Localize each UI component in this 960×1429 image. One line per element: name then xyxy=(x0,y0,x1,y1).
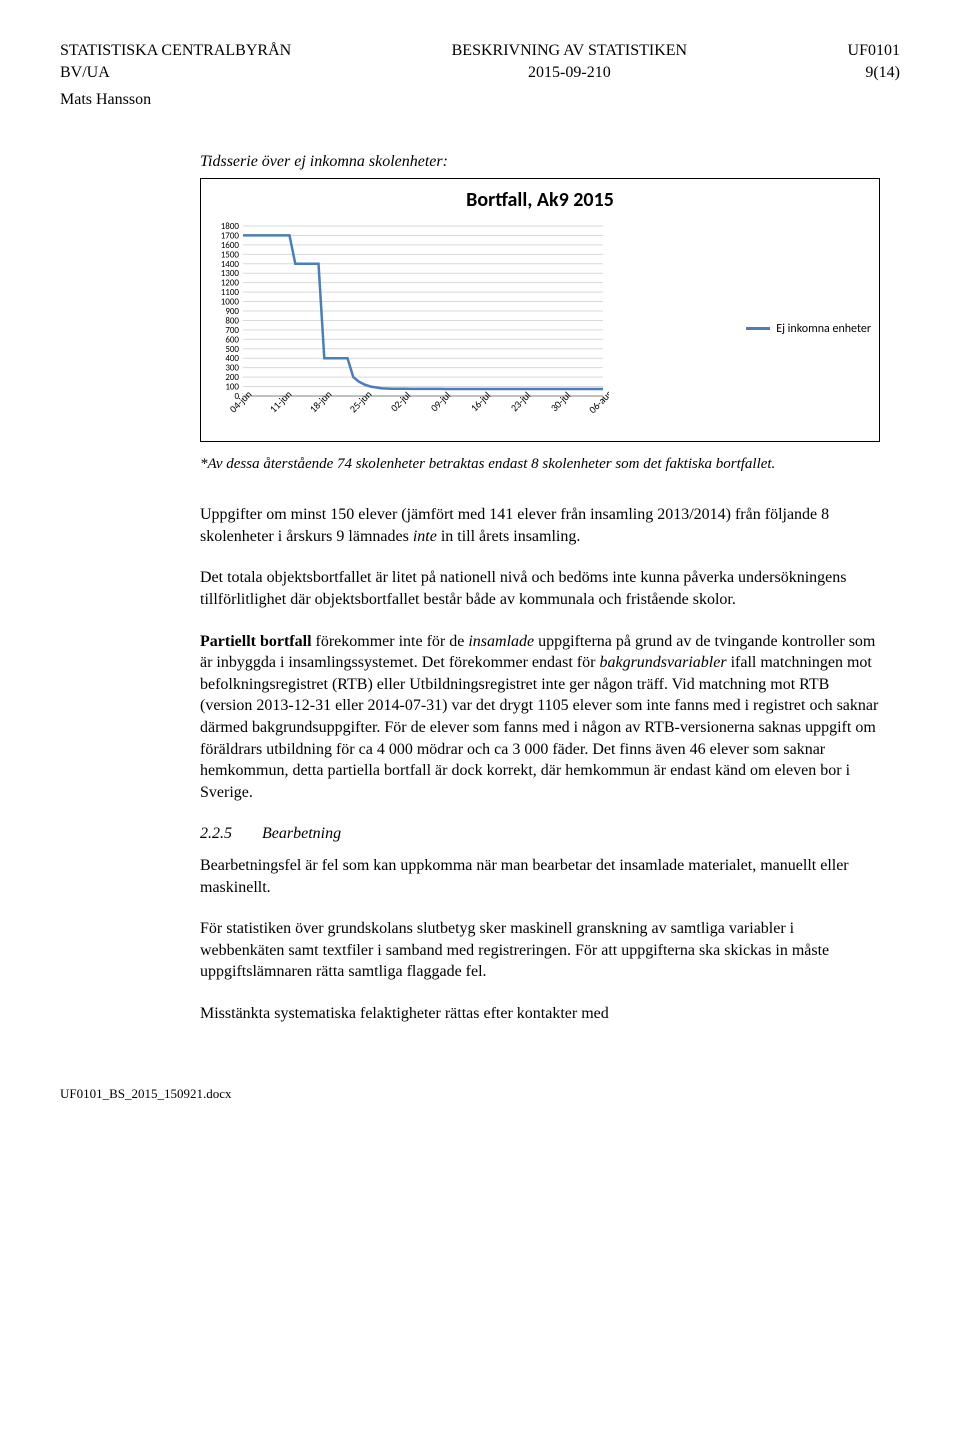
chart-caption: Tidsserie över ej inkomna skolenheter: xyxy=(200,151,880,173)
svg-text:1100: 1100 xyxy=(221,287,240,298)
svg-text:1700: 1700 xyxy=(221,231,240,242)
svg-text:600: 600 xyxy=(225,335,239,346)
svg-text:200: 200 xyxy=(225,372,239,383)
org-name: STATISTISKA CENTRALBYRÅN xyxy=(60,40,291,62)
svg-text:1200: 1200 xyxy=(221,278,240,289)
svg-text:500: 500 xyxy=(225,344,239,355)
svg-text:1600: 1600 xyxy=(221,240,240,251)
svg-text:1300: 1300 xyxy=(221,269,240,280)
chart-container: Bortfall, Ak9 2015 010020030040050060070… xyxy=(200,178,880,442)
paragraph-5: För statistiken över grundskolans slutbe… xyxy=(200,918,880,983)
page-header: STATISTISKA CENTRALBYRÅN BV/UA BESKRIVNI… xyxy=(60,40,900,83)
svg-text:02-jul: 02-jul xyxy=(388,389,414,415)
svg-text:16-jul: 16-jul xyxy=(468,389,494,415)
svg-text:1500: 1500 xyxy=(221,250,240,261)
paragraph-1: Uppgifter om minst 150 elever (jämfört m… xyxy=(200,504,880,547)
svg-text:18-jun: 18-jun xyxy=(307,388,335,416)
svg-text:09-jul: 09-jul xyxy=(428,389,454,415)
svg-text:1400: 1400 xyxy=(221,259,240,270)
chart-footnote: *Av dessa återstående 74 skolenheter bet… xyxy=(200,454,880,474)
svg-text:1000: 1000 xyxy=(221,297,240,308)
section-number: 2.2.5 xyxy=(200,823,232,845)
paragraph-2: Det totala objektsbortfallet är litet på… xyxy=(200,567,880,610)
paragraph-6: Misstänkta systematiska felaktigheter rä… xyxy=(200,1003,880,1025)
doc-title: BESKRIVNING AV STATISTIKEN xyxy=(291,40,847,62)
legend-label: Ej inkomna enheter xyxy=(776,321,871,337)
chart-title: Bortfall, Ak9 2015 xyxy=(209,187,871,214)
svg-text:800: 800 xyxy=(225,316,239,327)
svg-text:30-jul: 30-jul xyxy=(548,389,574,415)
svg-text:23-jul: 23-jul xyxy=(508,389,534,415)
chart-plot: 0100200300400500600700800900100011001200… xyxy=(209,220,736,437)
svg-text:100: 100 xyxy=(225,382,239,393)
svg-text:06-aug: 06-aug xyxy=(586,387,609,416)
chart-legend: Ej inkomna enheter xyxy=(736,220,871,437)
doc-date: 2015-09-210 xyxy=(291,62,847,84)
svg-text:1800: 1800 xyxy=(221,221,240,232)
svg-text:900: 900 xyxy=(225,306,239,317)
svg-text:11-jun: 11-jun xyxy=(267,388,295,416)
doc-code: UF0101 xyxy=(848,40,900,62)
footer-filename: UF0101_BS_2015_150921.docx xyxy=(60,1085,900,1103)
paragraph-3: Partiellt bortfall förekommer inte för d… xyxy=(200,631,880,804)
paragraph-4: Bearbetningsfel är fel som kan uppkomma … xyxy=(200,855,880,898)
svg-text:700: 700 xyxy=(225,325,239,336)
svg-text:400: 400 xyxy=(225,354,239,365)
section-heading: 2.2.5 Bearbetning xyxy=(200,823,880,845)
legend-line-icon xyxy=(746,327,770,330)
page-number: 9(14) xyxy=(848,62,900,84)
section-title: Bearbetning xyxy=(262,823,341,845)
author-name: Mats Hansson xyxy=(60,89,900,111)
dept-code: BV/UA xyxy=(60,62,291,84)
svg-text:300: 300 xyxy=(225,363,239,374)
content-area: Tidsserie över ej inkomna skolenheter: B… xyxy=(200,151,880,1025)
svg-text:25-jun: 25-jun xyxy=(347,388,375,416)
